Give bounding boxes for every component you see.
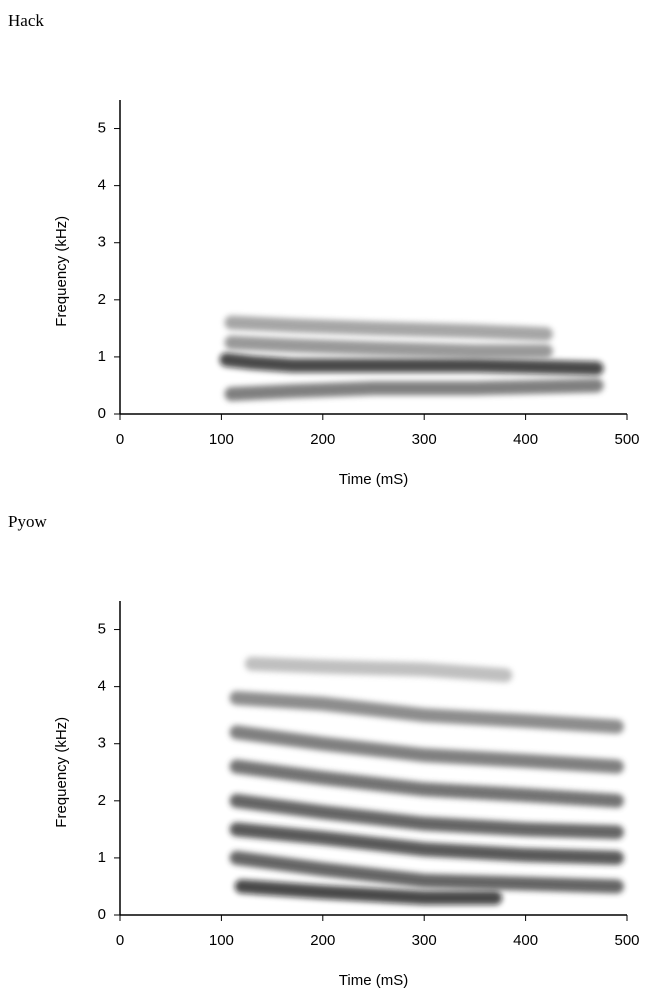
spectral-band — [224, 335, 553, 359]
y-tick-label: 5 — [98, 621, 106, 638]
x-tick-label: 200 — [310, 932, 335, 949]
spectral-band — [229, 822, 624, 865]
spectral-band — [244, 656, 513, 683]
x-tick-label: 200 — [310, 431, 335, 448]
spectral-band — [229, 793, 624, 840]
spectral-band — [229, 691, 624, 734]
spectral-band — [219, 352, 604, 376]
y-axis-label: Frequency (kHz) — [53, 717, 70, 828]
x-tick-label: 0 — [116, 431, 124, 448]
y-tick-label: 2 — [98, 792, 106, 809]
spectral-band — [229, 725, 624, 774]
y-tick-label: 1 — [98, 849, 106, 866]
y-tick-label: 3 — [98, 234, 106, 251]
x-tick-label: 0 — [116, 932, 124, 949]
x-tick-label: 400 — [513, 932, 538, 949]
x-tick-label: 100 — [209, 431, 234, 448]
spectral-band — [229, 759, 624, 808]
y-tick-label: 4 — [98, 177, 106, 194]
spectral-band — [224, 378, 604, 402]
y-tick-label: 4 — [98, 678, 106, 695]
x-tick-label: 500 — [614, 932, 639, 949]
y-tick-label: 0 — [98, 405, 106, 422]
y-tick-label: 3 — [98, 735, 106, 752]
chart-title: Pyow — [8, 512, 47, 531]
spectral-band — [229, 850, 624, 894]
spectral-band — [224, 315, 553, 342]
x-tick-label: 100 — [209, 932, 234, 949]
x-tick-label: 300 — [412, 431, 437, 448]
x-axis-label: Time (mS) — [339, 471, 408, 488]
x-tick-label: 300 — [412, 932, 437, 949]
y-tick-label: 0 — [98, 906, 106, 923]
spectral-band — [234, 879, 503, 905]
x-axis-label: Time (mS) — [339, 972, 408, 989]
x-tick-label: 400 — [513, 431, 538, 448]
x-tick-label: 500 — [614, 431, 639, 448]
y-tick-label: 5 — [98, 120, 106, 137]
y-tick-label: 1 — [98, 348, 106, 365]
y-axis-label: Frequency (kHz) — [53, 216, 70, 327]
chart-title: Hack — [8, 11, 44, 30]
y-tick-label: 2 — [98, 291, 106, 308]
